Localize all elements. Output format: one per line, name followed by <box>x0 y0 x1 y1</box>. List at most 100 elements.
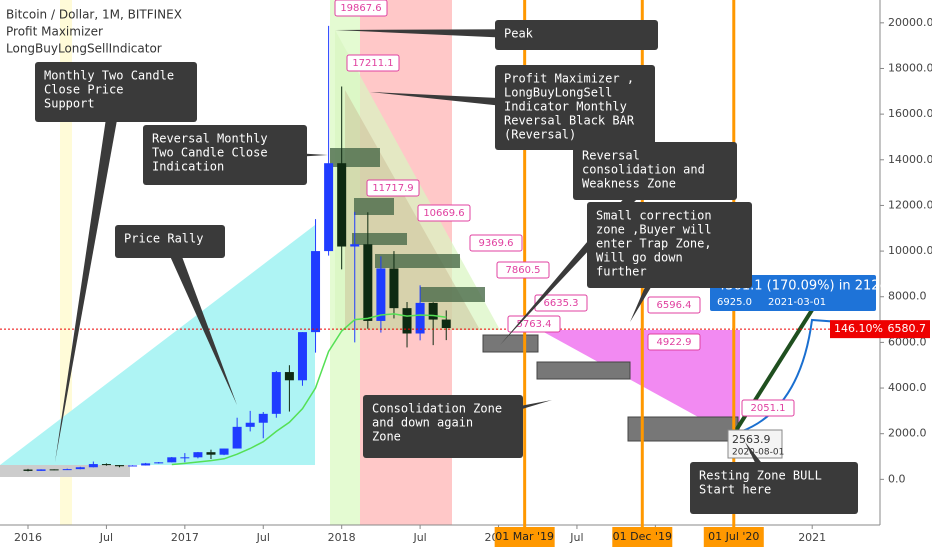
projection-date: 2021-03-01 <box>768 297 826 308</box>
price-label-box <box>741 399 795 417</box>
note-text: Monthly Two Candle <box>44 69 174 83</box>
x-tick-label: 2017 <box>171 531 199 544</box>
note-pointer <box>164 239 237 405</box>
price-label-box <box>647 333 701 351</box>
candle-body <box>154 462 164 464</box>
price-label: 9369.6 <box>479 238 514 249</box>
candle-body <box>402 308 412 334</box>
candle-body <box>23 469 33 471</box>
candle-body <box>167 457 177 463</box>
header-line: LongBuyLongSellIndicator <box>6 42 162 56</box>
price-label: 4922.9 <box>657 337 692 348</box>
date-label: 01 Mar '19 <box>495 530 554 543</box>
y-tick-label: 0.0 <box>888 472 906 485</box>
y-tick-label: 2000.0 <box>888 427 927 440</box>
note-text: Reversal <box>582 149 640 163</box>
x-tick-label: Jul <box>412 531 426 544</box>
candle-body <box>206 452 216 455</box>
candle-body <box>258 413 268 423</box>
last-price-pct: 146.10% <box>834 322 883 335</box>
candle-body <box>193 452 203 458</box>
y-tick-label: 12000.0 <box>888 198 932 211</box>
price-label-box <box>534 294 588 312</box>
price-label: 17211.1 <box>352 58 393 69</box>
note-text: Indication <box>152 160 224 174</box>
note-box <box>573 142 737 200</box>
candle-body <box>376 268 386 321</box>
candle-body <box>101 464 111 466</box>
x-tick-label: Jul <box>256 531 270 544</box>
note-text: Zone <box>372 430 401 444</box>
x-tick-label: Jul <box>569 531 583 544</box>
date-label-box <box>494 527 555 547</box>
plot <box>23 25 451 472</box>
note-text: Indicator Monthly <box>504 100 627 114</box>
last-price-label: 6580.7 <box>888 322 927 335</box>
candle-body <box>415 302 425 334</box>
ema-line <box>171 313 447 466</box>
candle-body <box>297 332 307 381</box>
candle-body <box>141 463 151 466</box>
candle-body <box>428 302 438 320</box>
note-box <box>587 202 752 288</box>
candle-body <box>62 469 72 471</box>
candle-body <box>311 251 321 333</box>
price-label: 2051.1 <box>751 403 786 414</box>
x-tick-label: Jul <box>99 531 113 544</box>
y-tick-label: 14000.0 <box>888 153 932 166</box>
price-label: 10669.6 <box>423 208 464 219</box>
price-label: 19867.6 <box>340 3 381 14</box>
note-text: Will go down <box>596 251 683 265</box>
candle-body <box>75 467 85 470</box>
note-box <box>143 125 307 185</box>
candle-body <box>88 464 98 468</box>
candle-body <box>180 457 190 459</box>
candle-body <box>36 469 46 471</box>
candle-body <box>324 163 334 252</box>
y-tick-label: 10000.0 <box>888 244 932 257</box>
price-label: 7860.5 <box>506 265 541 276</box>
price-label: 2563.9 <box>732 433 771 446</box>
note-text: enter Trap Zone, <box>596 237 712 251</box>
note-text: Reversal Monthly <box>152 132 268 146</box>
y-axis-panel <box>880 0 932 550</box>
note-text: Start here <box>699 483 771 497</box>
note-text: Peak <box>504 27 534 41</box>
note-text: LongBuyLongSell <box>504 86 612 100</box>
price-label: 6596.4 <box>657 300 692 311</box>
price-label: 6635.3 <box>544 298 579 309</box>
note-text: Two Candle Close <box>152 146 268 160</box>
note-box <box>115 225 225 258</box>
price-label-box <box>346 54 400 72</box>
price-label-box <box>727 429 783 459</box>
candle-body <box>219 448 229 455</box>
candle-body <box>284 372 294 381</box>
price-label-box <box>647 296 701 314</box>
note-text: Consolidation Zone <box>372 402 502 416</box>
price-label-box <box>366 179 420 197</box>
note-text: Profit Maximizer , <box>504 72 634 86</box>
price-label-box <box>507 315 561 333</box>
candle-body <box>337 163 347 247</box>
note-text: and down again <box>372 416 473 430</box>
date-label-box <box>612 527 673 547</box>
note-box <box>495 20 658 50</box>
note-box <box>35 62 197 122</box>
note-box <box>363 395 523 458</box>
date-label: 01 Dec '19 <box>613 530 672 543</box>
price-label-box <box>496 261 550 279</box>
y-tick-label: 16000.0 <box>888 107 932 120</box>
price-label: 11717.9 <box>372 183 413 194</box>
y-tick-label: 4000.0 <box>888 381 927 394</box>
candle-body <box>128 465 138 467</box>
note-box <box>495 65 655 150</box>
projection-price: 6925.0 <box>717 297 752 308</box>
candle-body <box>245 422 255 427</box>
note-text: zone ,Buyer will <box>596 223 712 237</box>
note-text: (Reversal) <box>504 128 576 142</box>
y-tick-label: 20000.0 <box>888 16 932 29</box>
price-label-date: 2020-08-01 <box>732 448 784 458</box>
x-tick-label: 2021 <box>798 531 826 544</box>
